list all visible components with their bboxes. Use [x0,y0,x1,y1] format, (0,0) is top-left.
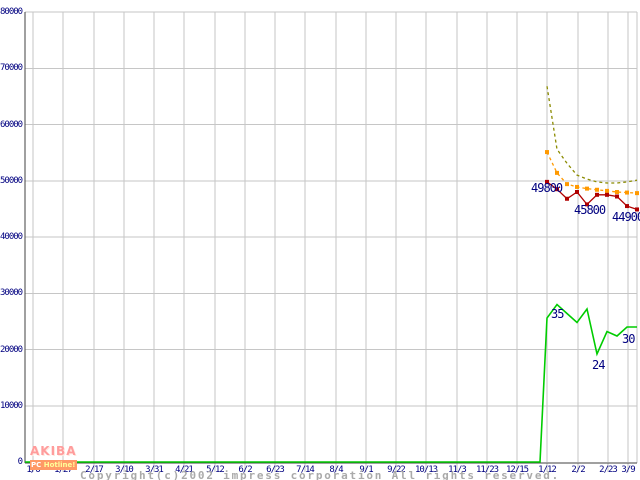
annotation-label: 45800 [574,203,606,217]
series-marker-average-price [575,184,579,189]
x-tick-label: 6/23 [266,465,285,475]
series-marker-average-price [605,188,609,193]
x-tick-label: 2/17 [85,465,104,475]
x-tick-label: 1/12 [538,465,557,475]
series-marker-average-price [565,182,569,187]
annotation-label: 24 [592,358,605,372]
y-tick-label: 60000 [0,119,23,130]
x-tick-label: 1/6 [26,465,40,475]
x-tick-label: 2/23 [599,465,618,475]
y-tick-label: 0 [17,457,23,467]
series-marker-average-price [615,190,619,194]
x-tick-label: 6/2 [238,465,252,475]
copyright-text: Copyright(c)2002 impress corporation All… [80,441,560,480]
y-tick-label: 50000 [0,175,23,186]
logo-subtitle-hotline: Hotline! [43,461,76,469]
series-marker-lowest-price [625,204,629,209]
series-marker-lowest-price [595,192,599,197]
y-tick-label: 70000 [0,63,23,74]
x-tick-label: 3/9 [621,465,635,475]
x-tick-label: 10/13 [414,465,438,475]
series-line-highest-price [546,86,638,184]
annotation-label: 35 [551,307,564,321]
logo-subtitle-pc: PC [31,461,42,469]
series-marker-lowest-price [635,207,639,212]
series-marker-lowest-price [545,179,549,184]
x-tick-label: 2/2 [571,465,585,475]
y-tick-label: 30000 [0,288,23,299]
annotation-label: 30 [622,332,635,346]
series-marker-lowest-price [555,187,559,192]
x-tick-label: 4/21 [175,465,194,475]
series-line-lowest-price [546,181,638,211]
y-tick-label: 20000 [0,344,23,355]
y-tick-label: 40000 [0,232,23,242]
x-tick-label: 3/31 [145,465,164,475]
x-tick-label: 3/10 [115,465,134,475]
annotation-label: 49800 [531,181,563,195]
series-marker-average-price [635,191,639,196]
annotation-label: 44900 [612,210,640,224]
series-line-average-price [546,151,638,194]
y-tick-label: 80000 [0,7,23,17]
x-tick-label: 12/15 [505,465,529,475]
series-marker-lowest-price [565,196,569,201]
series-line-shop-count [25,303,637,463]
series-marker-average-price [595,187,599,192]
series-marker-lowest-price [585,202,589,207]
x-tick-label: 11/23 [475,465,499,475]
x-tick-label: 9/22 [387,465,406,475]
x-tick-label: 8/4 [329,465,343,475]
series-marker-average-price [545,150,549,155]
x-tick-label: 5/12 [206,465,225,475]
series-marker-lowest-price [615,194,619,199]
series-marker-lowest-price [605,192,609,197]
copyright-line1: Copyright(c)2002 impress corporation All… [80,469,561,480]
series-marker-lowest-price [575,190,579,194]
logo-subtitle-bar: PC Hotline! [30,460,77,470]
y-tick-label: 10000 [0,400,23,411]
series-marker-average-price [625,190,629,195]
x-tick-label: 11/3 [448,465,467,475]
series-marker-average-price [555,170,559,175]
akiba-pc-hotline-logo[interactable]: AKIBA PC Hotline! [30,443,77,470]
x-tick-label: 1/27 [54,465,73,475]
logo-title-text: AKIBA [30,444,77,458]
series-marker-average-price [585,186,589,191]
x-tick-label: 7/14 [296,465,315,475]
x-tick-label: 9/1 [359,465,373,475]
